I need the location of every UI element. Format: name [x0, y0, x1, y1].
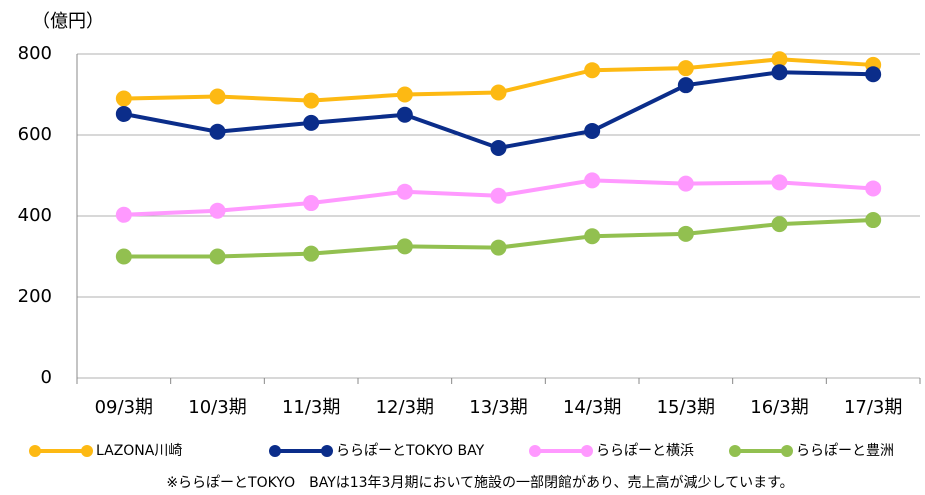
legend-marker [581, 445, 593, 457]
point [771, 216, 788, 233]
x-tick-label: 16/3期 [750, 397, 808, 418]
point [584, 62, 601, 79]
point [303, 114, 320, 131]
legend-marker [29, 445, 41, 457]
legend-label: LAZONA川崎 [96, 443, 182, 459]
y-axis-label: （億円） [32, 11, 104, 32]
x-tick-label: 09/3期 [95, 397, 153, 418]
legend-marker [269, 445, 281, 457]
x-tick-label: 10/3期 [188, 397, 246, 418]
point [209, 248, 226, 265]
point [396, 238, 413, 255]
x-tick-label: 17/3期 [844, 397, 902, 418]
y-tick-label: 0 [41, 367, 52, 388]
point [396, 86, 413, 103]
y-tick-label: 400 [18, 205, 52, 226]
x-tick-label: 11/3期 [282, 397, 340, 418]
y-tick-label: 200 [18, 286, 52, 307]
x-tick-label: 12/3期 [376, 397, 434, 418]
point [677, 60, 694, 77]
point [771, 51, 788, 68]
y-tick-label: 800 [18, 43, 52, 64]
point [209, 88, 226, 105]
x-tick-label: 15/3期 [657, 397, 715, 418]
point [303, 245, 320, 262]
point [396, 183, 413, 200]
point [209, 123, 226, 140]
point [303, 195, 320, 212]
point [115, 105, 132, 122]
point [115, 90, 132, 107]
legend-marker [529, 445, 541, 457]
point [584, 172, 601, 189]
point [490, 187, 507, 204]
point [771, 174, 788, 191]
x-tick-label: 14/3期 [563, 397, 621, 418]
legend-marker [729, 445, 741, 457]
point [865, 212, 882, 229]
point [677, 77, 694, 94]
point [115, 248, 132, 265]
legend-label: ららぽーと横浜 [596, 443, 694, 459]
footnote: ※ららぽーとTOKYO BAYは13年3月期において施設の一部閉館があり、売上高… [166, 474, 793, 491]
point [584, 228, 601, 245]
point [209, 202, 226, 219]
legend-marker [781, 445, 793, 457]
point [677, 175, 694, 192]
point [490, 84, 507, 101]
point [865, 180, 882, 197]
legend-label: ららぽーと豊洲 [796, 443, 894, 459]
point [771, 64, 788, 81]
point [584, 122, 601, 139]
series-line [123, 70, 874, 151]
point [303, 92, 320, 109]
x-tick-label: 13/3期 [469, 397, 527, 418]
legend-marker [321, 445, 333, 457]
point [677, 225, 694, 242]
point [490, 239, 507, 256]
y-tick-label: 600 [18, 124, 52, 145]
point [396, 106, 413, 123]
point [490, 139, 507, 156]
legend-label: ららぽーとTOKYO BAY [336, 443, 485, 459]
legend-marker [81, 445, 93, 457]
point [865, 66, 882, 83]
point [115, 206, 132, 223]
